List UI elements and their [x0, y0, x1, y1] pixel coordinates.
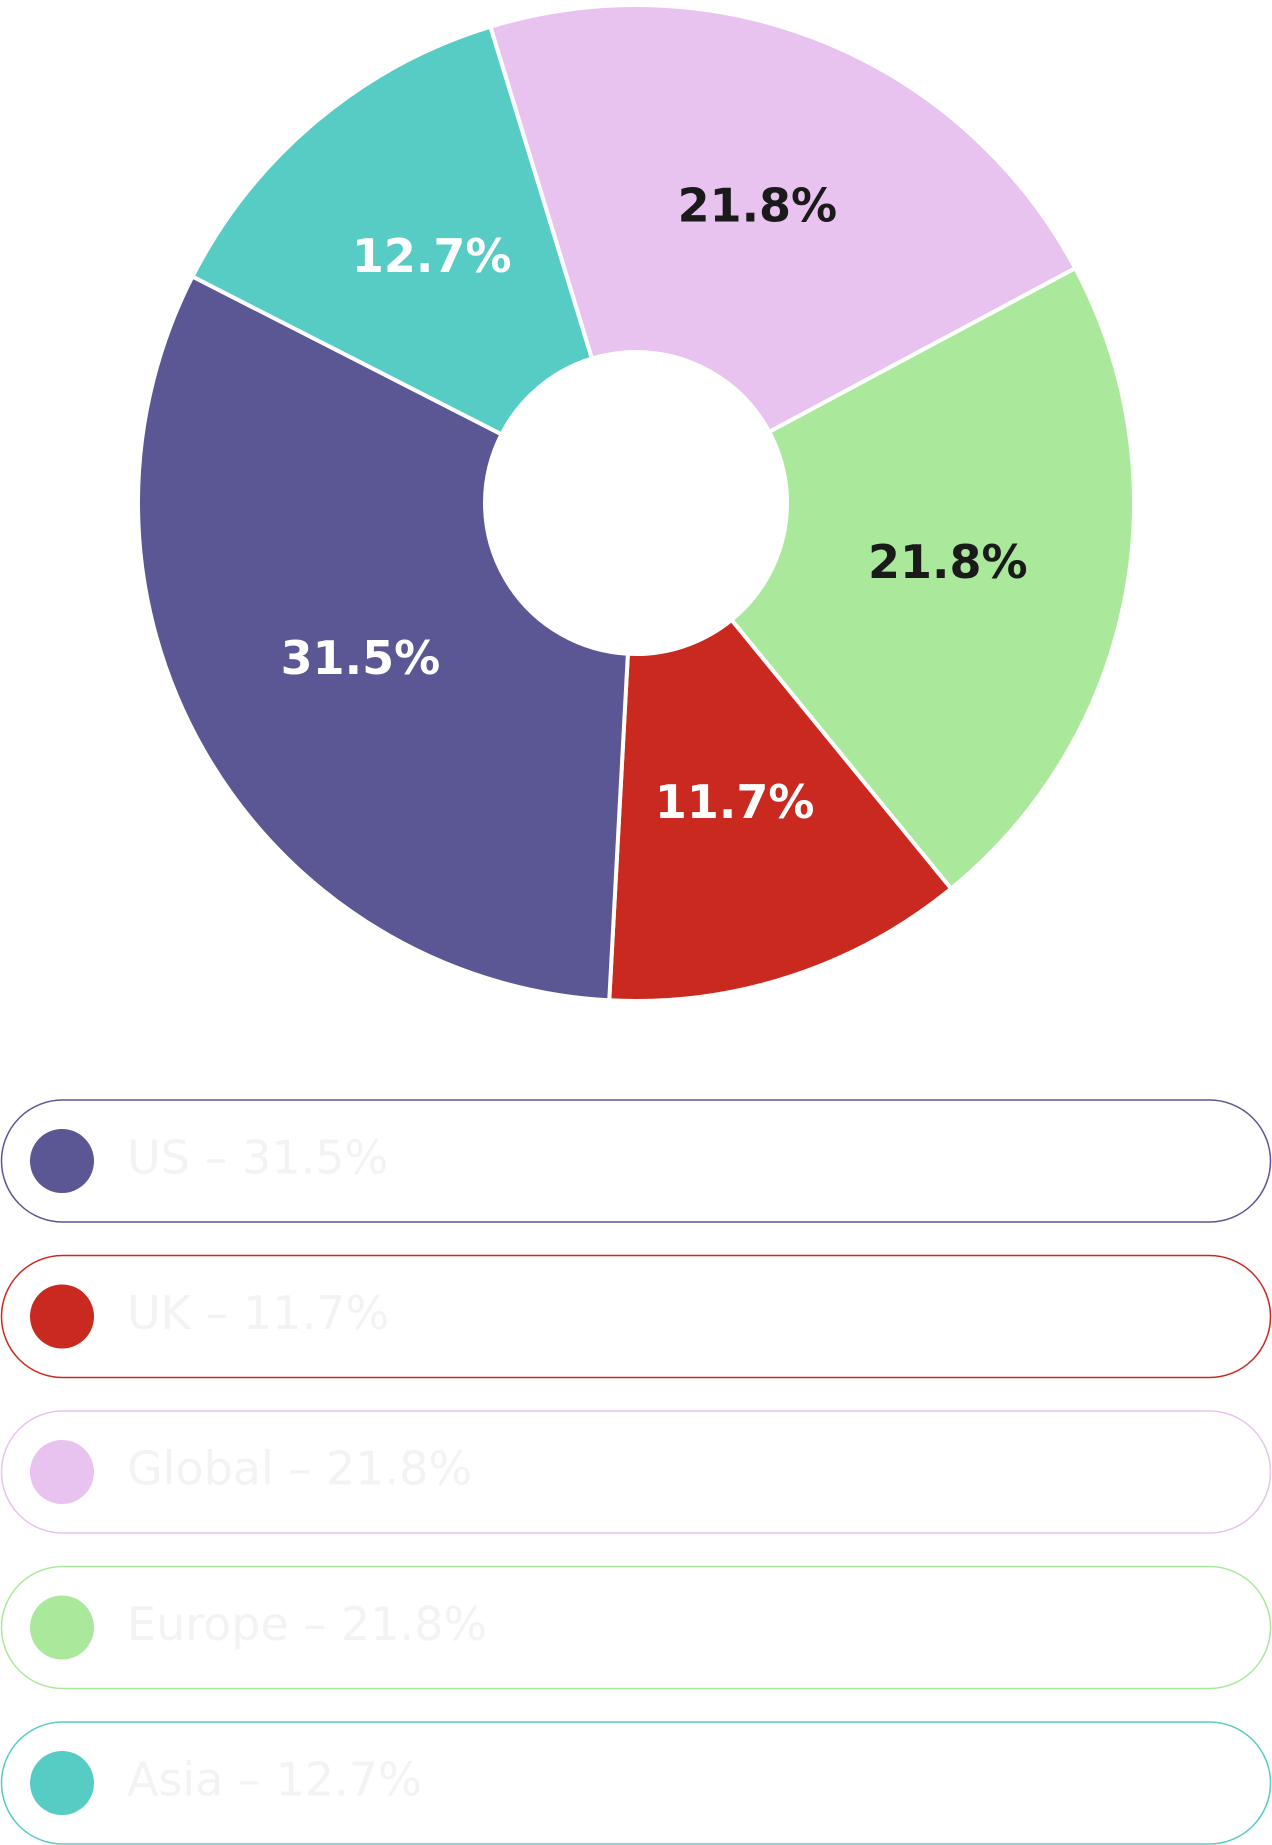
legend-label: Europe – 21.8% — [127, 1597, 487, 1651]
slice — [728, 265, 1136, 892]
data-label: 11.7% — [655, 775, 815, 829]
legend-label: US – 31.5% — [127, 1131, 388, 1185]
legend-swatch — [30, 1284, 94, 1349]
legend-item[interactable] — [0, 1565, 1272, 1690]
slice — [189, 24, 595, 438]
data-label: 12.7% — [352, 229, 512, 283]
legend-label: UK – 11.7% — [127, 1286, 389, 1340]
legend-item[interactable] — [0, 1099, 1272, 1223]
data-label: 31.5% — [281, 631, 441, 685]
slice — [487, 3, 1078, 435]
slice — [136, 273, 630, 1003]
slice — [607, 617, 954, 1003]
legend-label: Global – 21.8% — [127, 1442, 472, 1496]
legend-swatch — [30, 1129, 94, 1193]
legend-item[interactable] — [0, 1254, 1272, 1379]
data-label: 21.8% — [868, 535, 1028, 589]
legend-swatch — [30, 1440, 94, 1504]
data-label: 21.8% — [678, 179, 838, 233]
legend-swatch — [30, 1595, 94, 1660]
legend-swatch — [30, 1751, 94, 1815]
legend-item[interactable] — [0, 1410, 1272, 1534]
legend-label: Asia – 12.7% — [127, 1753, 422, 1807]
legend-item[interactable] — [0, 1721, 1272, 1845]
